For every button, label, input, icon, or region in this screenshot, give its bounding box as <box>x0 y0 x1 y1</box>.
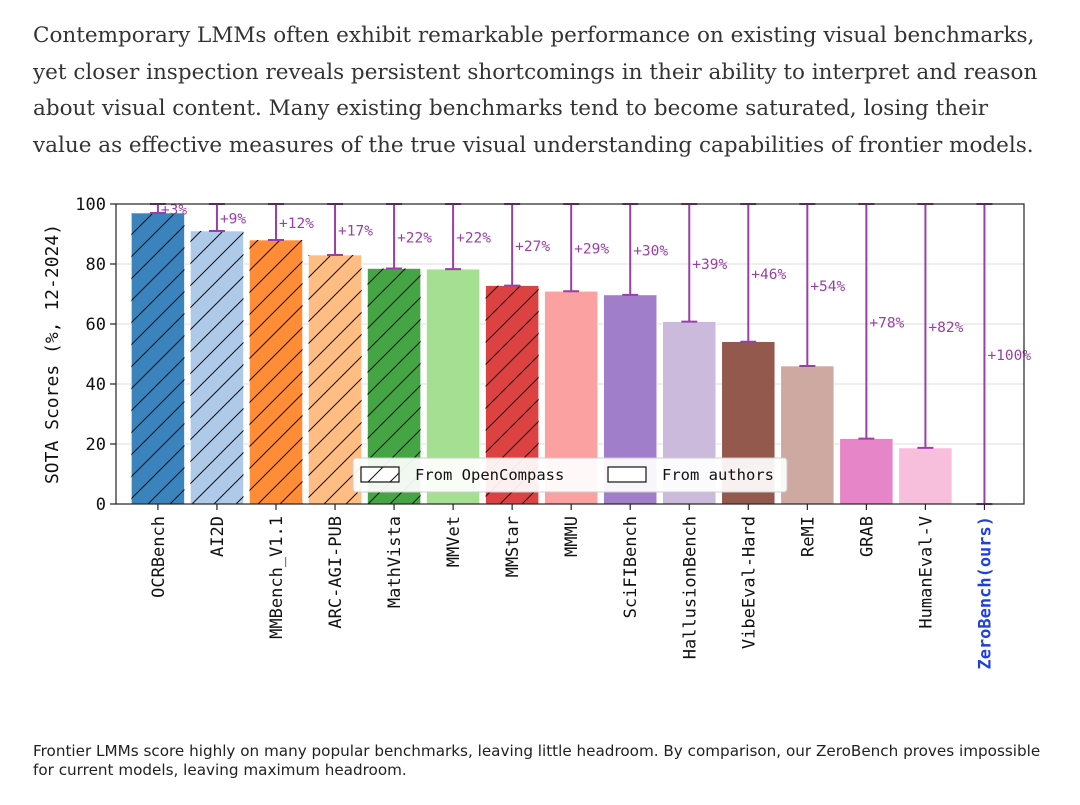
x-tick-label: MMVet <box>444 516 464 567</box>
headroom-label: +100% <box>987 348 1031 364</box>
y-tick-label: 20 <box>86 435 106 455</box>
x-tick-label: ARC-AGI-PUB <box>326 516 346 629</box>
x-tick-label: VibeEval-Hard <box>739 516 759 649</box>
headroom-label: +54% <box>810 279 845 295</box>
x-tick-label: HallusionBench <box>680 516 700 659</box>
bar-HumanEval-V <box>898 447 953 505</box>
x-tick-label: ReMI <box>798 516 818 557</box>
legend: From OpenCompass From authors <box>352 457 788 493</box>
headroom-label: +82% <box>928 320 963 336</box>
headroom-label: +29% <box>574 242 609 258</box>
headroom-label: +39% <box>692 257 727 273</box>
x-tick-label: MMStar <box>503 516 523 577</box>
figure-caption: Frontier LMMs score highly on many popul… <box>33 742 1041 779</box>
headroom-label: +22% <box>397 230 432 246</box>
legend-swatch-plain <box>607 466 647 483</box>
x-tick-label: OCRBench <box>149 516 169 598</box>
headroom-label: +78% <box>869 315 904 331</box>
headroom-label: +12% <box>279 216 314 232</box>
bar-hatch-OCRBench <box>131 213 185 504</box>
headroom-label: +9% <box>220 212 246 228</box>
y-tick-label: 100 <box>75 195 106 215</box>
legend-swatch-hatch <box>361 467 399 482</box>
bars <box>131 212 953 505</box>
headroom-label: +30% <box>633 243 668 259</box>
headroom-label: +17% <box>338 224 373 240</box>
x-tick-label: GRAB <box>857 516 877 557</box>
x-tick-label: MMMU <box>562 516 582 557</box>
headroom-label: +3% <box>161 203 187 219</box>
x-tick-label: ZeroBench(ours) <box>975 516 995 670</box>
headroom-label: +46% <box>751 267 786 283</box>
y-tick-label: 80 <box>86 255 106 275</box>
axes: 0 20 40 60 80 100 SOTA Scores (%, 12-2024) OCRB… <box>42 195 995 670</box>
x-tick-label: MathVista <box>385 516 405 608</box>
intro-paragraph: Contemporary LMMs often exhibit remarkab… <box>33 23 1038 158</box>
headroom-label: +22% <box>456 231 491 247</box>
bar-hatch-MMBench_V1.1 <box>249 240 303 504</box>
y-axis-label: SOTA Scores (%, 12-2024) <box>42 224 63 484</box>
headroom-label: +27% <box>515 239 550 255</box>
bar-ReMI <box>780 365 835 505</box>
y-tick-label: 0 <box>96 495 106 515</box>
benchmark-bar-chart: +3% +9% +12% +17% +22% +22% +27% +29% +30% +39% +4… <box>42 195 1031 670</box>
bar-hatch-AI2D <box>190 231 244 504</box>
x-tick-label: HumanEval-V <box>916 516 936 629</box>
plot-frame <box>115 203 1025 505</box>
x-tick-label: MMBench_V1.1 <box>267 516 287 639</box>
bar-GRAB <box>839 438 894 505</box>
legend-label: From authors <box>662 466 774 484</box>
x-tick-label: AI2D <box>208 516 228 557</box>
y-tick-label: 60 <box>86 315 106 335</box>
y-tick-label: 40 <box>86 375 106 395</box>
legend-box <box>352 457 788 493</box>
x-tick-label: SciFIBench <box>621 516 641 618</box>
legend-label: From OpenCompass <box>415 466 564 484</box>
